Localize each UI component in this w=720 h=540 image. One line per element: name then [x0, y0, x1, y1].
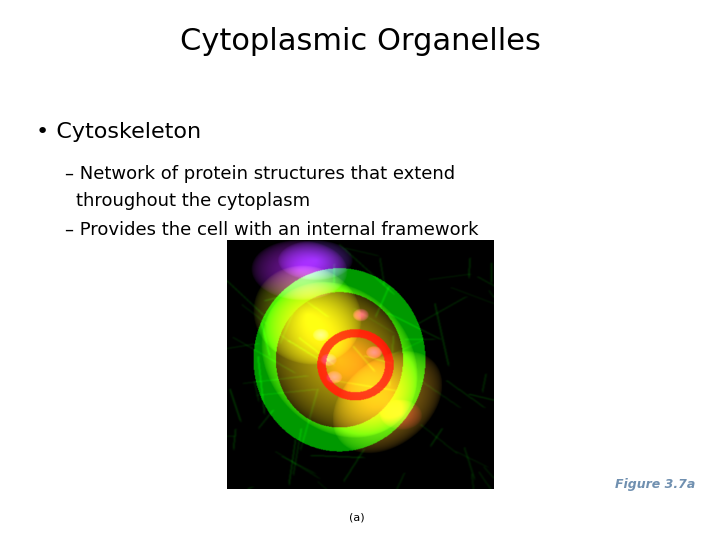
Text: (a): (a) [348, 512, 364, 523]
Text: Cytoplasmic Organelles: Cytoplasmic Organelles [179, 27, 541, 56]
Text: – Provides the cell with an internal framework: – Provides the cell with an internal fra… [65, 221, 478, 239]
Text: Figure 3.7a: Figure 3.7a [615, 478, 695, 491]
Text: • Cytoskeleton: • Cytoskeleton [36, 122, 201, 141]
Text: – Network of protein structures that extend: – Network of protein structures that ext… [65, 165, 455, 183]
Text: throughout the cytoplasm: throughout the cytoplasm [76, 192, 310, 210]
